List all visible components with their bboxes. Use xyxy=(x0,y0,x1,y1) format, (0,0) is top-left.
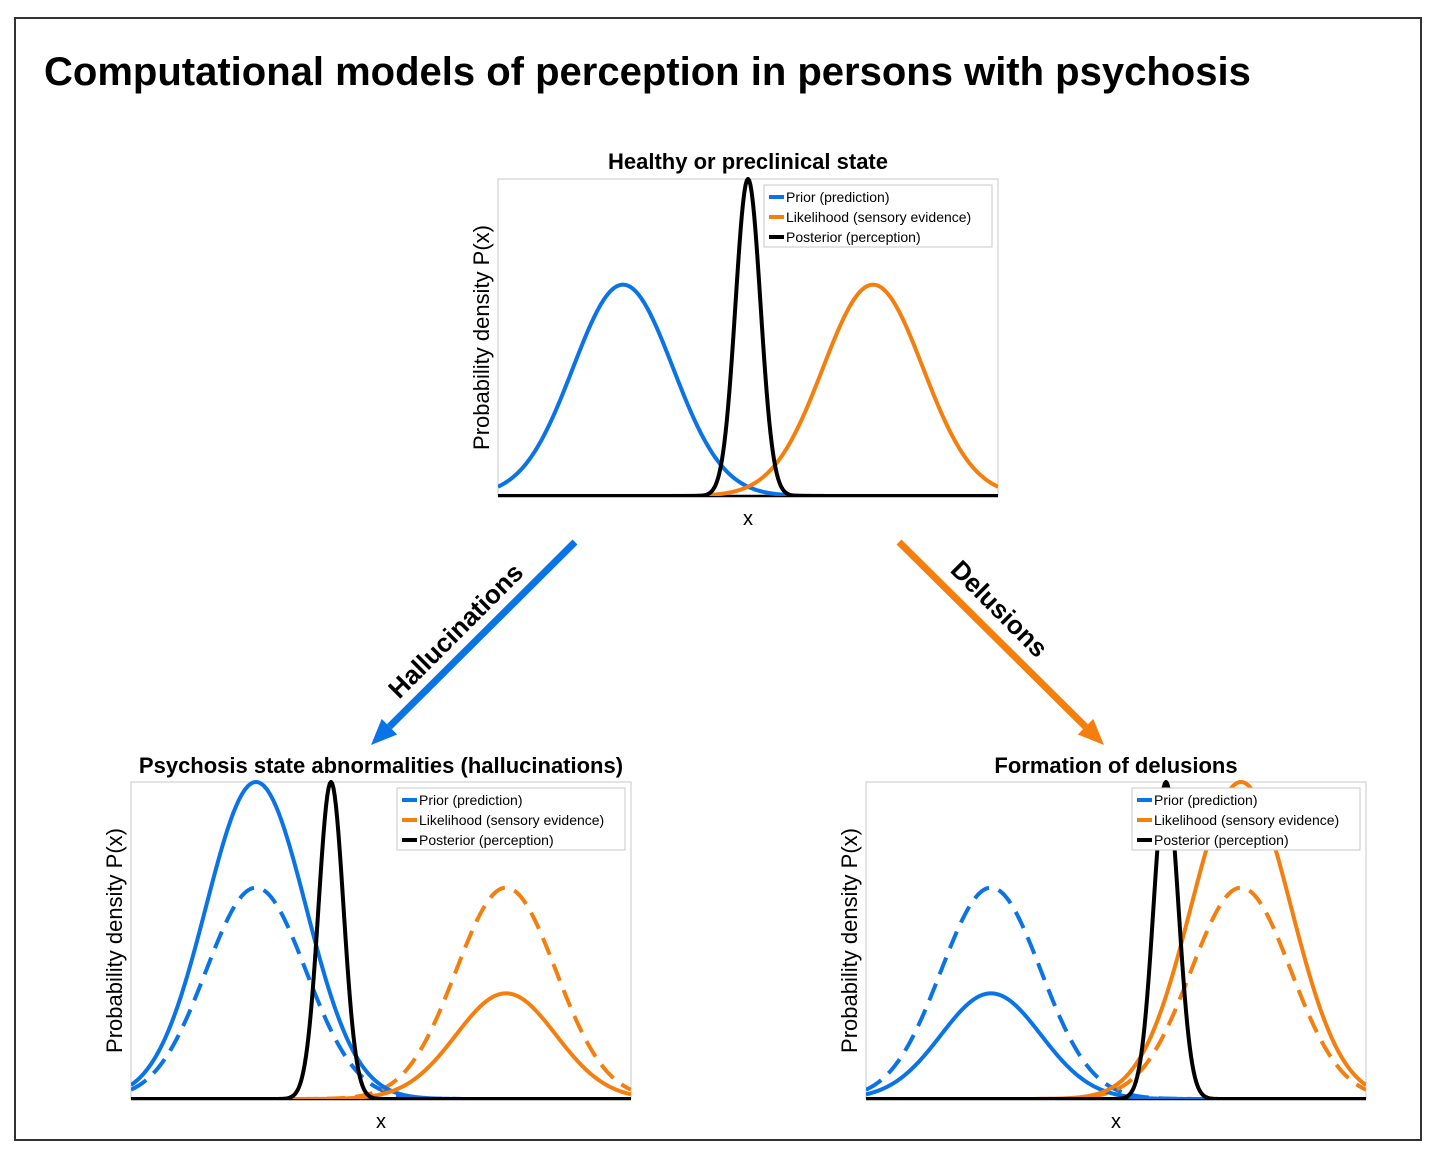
prior-dashed-curve xyxy=(131,885,631,1099)
chart-panel-3: Formation of delusions x Probability densi… xyxy=(837,753,1367,1133)
hallucinations-label: Hallucinations xyxy=(382,557,529,704)
y-axis-label: Probability density P(x) xyxy=(837,828,862,1053)
legend-label-posterior: Posterior (perception) xyxy=(1154,832,1289,848)
likelihood-curve xyxy=(131,991,631,1099)
likelihood-curve xyxy=(498,282,998,496)
delusions-arrow xyxy=(896,539,1104,745)
legend: Prior (prediction) Likelihood (sensory ev… xyxy=(763,184,993,248)
likelihood-dashed-curve xyxy=(131,885,631,1099)
chart-title: Psychosis state abnormalities (hallucina… xyxy=(139,753,623,778)
x-axis-label: x xyxy=(376,1111,386,1133)
hallucinations-arrow-head xyxy=(371,718,398,745)
prior-curve xyxy=(866,991,1366,1099)
chart-panel-1: Healthy or preclinical state x Probability… xyxy=(469,149,999,530)
legend-label-prior: Prior (prediction) xyxy=(1154,792,1257,808)
posterior-curve xyxy=(498,177,998,496)
delusions-label: Delusions xyxy=(945,554,1054,663)
chart-title: Formation of delusions xyxy=(994,753,1237,778)
prior-curve xyxy=(498,282,998,496)
prior-dashed-curve xyxy=(866,885,1366,1099)
y-axis-label: Probability density P(x) xyxy=(102,828,127,1053)
legend-label-posterior: Posterior (perception) xyxy=(419,832,554,848)
chart-panel-2: Psychosis state abnormalities (hallucina… xyxy=(102,753,632,1133)
figure-frame xyxy=(14,17,1422,1141)
likelihood-dashed-curve xyxy=(866,885,1366,1099)
posterior-curve xyxy=(866,780,1366,1099)
hallucinations-arrow-shaft xyxy=(386,539,578,730)
legend-label-likelihood: Likelihood (sensory evidence) xyxy=(786,209,971,225)
likelihood-curve xyxy=(866,780,1366,1099)
figure-title: Computational models of perception in pe… xyxy=(44,50,1251,94)
delusions-arrow-shaft xyxy=(896,539,1088,730)
prior-curve xyxy=(131,780,631,1099)
legend-label-likelihood: Likelihood (sensory evidence) xyxy=(1154,812,1339,828)
legend-label-posterior: Posterior (perception) xyxy=(786,229,921,245)
legend-box xyxy=(396,787,626,851)
y-axis-label: Probability density P(x) xyxy=(469,225,494,450)
legend-label-prior: Prior (prediction) xyxy=(419,792,522,808)
legend-label-likelihood: Likelihood (sensory evidence) xyxy=(419,812,604,828)
legend-label-prior: Prior (prediction) xyxy=(786,189,889,205)
x-axis-label: x xyxy=(1111,1111,1121,1133)
posterior-curve xyxy=(131,780,631,1099)
legend: Prior (prediction) Likelihood (sensory ev… xyxy=(1131,787,1361,851)
hallucinations-arrow xyxy=(371,539,578,745)
legend: Prior (prediction) Likelihood (sensory ev… xyxy=(396,787,626,851)
delusions-arrow-head xyxy=(1077,718,1104,745)
legend-box xyxy=(1131,787,1361,851)
legend-box xyxy=(763,184,993,248)
chart-title: Healthy or preclinical state xyxy=(608,149,888,174)
x-axis-label: x xyxy=(743,508,753,530)
